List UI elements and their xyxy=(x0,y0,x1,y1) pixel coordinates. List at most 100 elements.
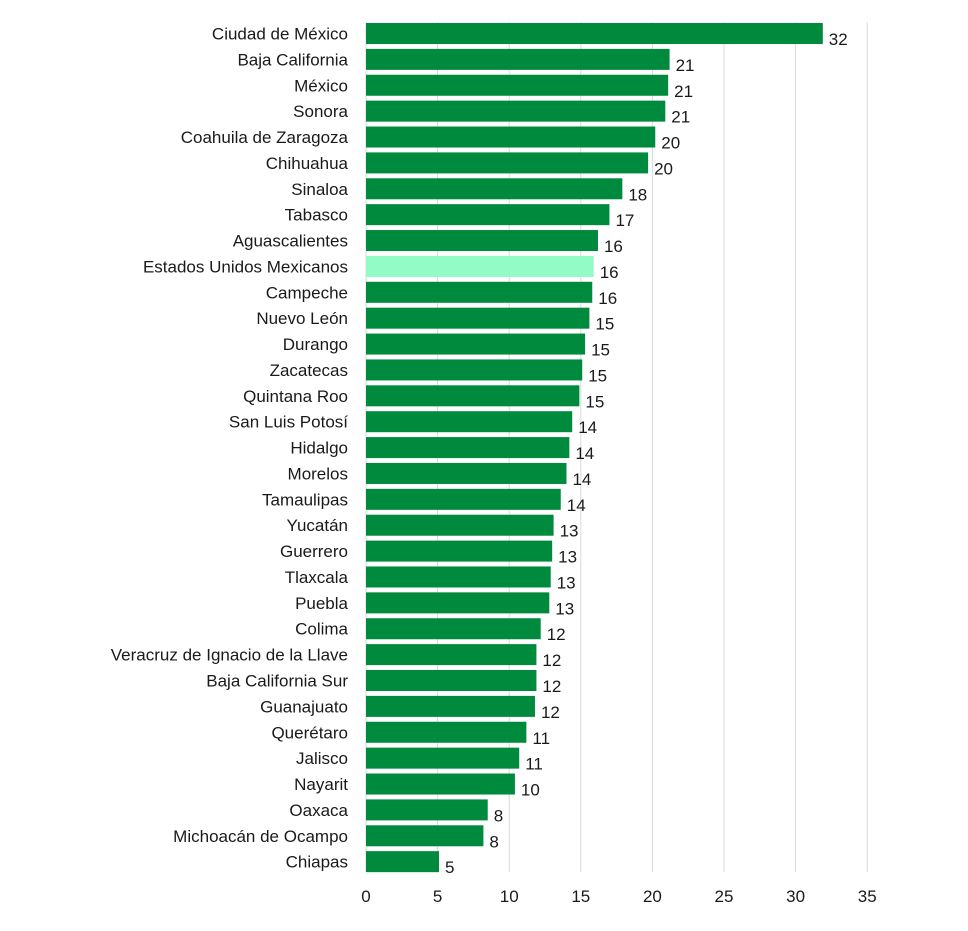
bar xyxy=(366,385,580,407)
data-label: 14 xyxy=(575,444,594,463)
bar xyxy=(366,307,590,329)
data-label: 11 xyxy=(532,729,550,748)
bar xyxy=(366,721,527,743)
category-label: Baja California xyxy=(237,50,348,69)
data-label: 13 xyxy=(560,522,579,541)
category-label: Ciudad de México xyxy=(212,25,348,44)
data-label: 14 xyxy=(578,418,597,437)
category-label: Chihuahua xyxy=(266,154,349,173)
x-tick-label: 25 xyxy=(715,887,734,906)
bar xyxy=(366,281,593,303)
data-label: 13 xyxy=(557,573,576,592)
category-label: Estados Unidos Mexicanos xyxy=(143,257,348,276)
data-label: 8 xyxy=(494,806,503,825)
category-label: Campeche xyxy=(266,283,348,302)
category-label: Guanajuato xyxy=(260,697,348,716)
x-tick-label: 10 xyxy=(500,887,519,906)
bar xyxy=(366,540,553,562)
data-label: 11 xyxy=(525,755,543,774)
bar xyxy=(366,178,623,200)
data-label: 16 xyxy=(604,237,623,256)
x-axis-ticks: 0 5 10 15 20 25 30 35 xyxy=(361,887,876,906)
category-label: Sonora xyxy=(293,102,348,121)
bar xyxy=(366,747,520,769)
bar-highlight xyxy=(366,255,594,277)
data-label: 12 xyxy=(542,651,561,670)
category-label: Aguascalientes xyxy=(233,232,348,251)
data-label: 21 xyxy=(676,56,695,75)
bar xyxy=(366,618,541,640)
category-label: Chiapas xyxy=(286,853,348,872)
data-label: 15 xyxy=(588,366,607,385)
x-tick-label: 20 xyxy=(643,887,662,906)
data-label: 10 xyxy=(521,781,540,800)
data-label: 32 xyxy=(829,30,848,49)
bar xyxy=(366,411,573,433)
bar xyxy=(366,799,488,821)
bar xyxy=(366,644,537,666)
category-label: Tabasco xyxy=(285,206,348,225)
category-label: Colima xyxy=(295,620,348,639)
data-label: 8 xyxy=(489,832,498,851)
category-label: Baja California Sur xyxy=(206,672,348,691)
data-label: 15 xyxy=(595,315,614,334)
bar xyxy=(366,333,586,355)
category-label: Oaxaca xyxy=(289,801,348,820)
x-tick-label: 30 xyxy=(786,887,805,906)
data-label: 17 xyxy=(615,211,634,230)
bar xyxy=(366,825,484,847)
data-label: 18 xyxy=(628,185,647,204)
data-label: 14 xyxy=(572,470,591,489)
category-label: Nayarit xyxy=(294,775,348,794)
bar xyxy=(366,152,649,174)
category-labels: Ciudad de México Baja California México Son… xyxy=(111,25,349,872)
data-label: 16 xyxy=(600,263,619,282)
bar xyxy=(366,230,598,252)
data-label: 20 xyxy=(661,134,680,153)
bar xyxy=(366,851,440,873)
category-label: Hidalgo xyxy=(290,439,348,458)
bar xyxy=(366,359,583,381)
data-label: 15 xyxy=(591,341,610,360)
data-label: 21 xyxy=(674,82,693,101)
bar xyxy=(366,74,669,96)
bar xyxy=(366,23,823,44)
category-label: México xyxy=(294,76,348,95)
category-label: Yucatán xyxy=(287,516,348,535)
category-label: Guerrero xyxy=(280,542,348,561)
category-label: Coahuila de Zaragoza xyxy=(181,128,349,147)
bar xyxy=(366,514,554,536)
bar xyxy=(366,100,666,122)
bar xyxy=(366,566,551,588)
category-label: Michoacán de Ocampo xyxy=(173,827,348,846)
category-label: Zacatecas xyxy=(270,361,348,380)
data-label: 15 xyxy=(585,392,604,411)
data-label: 12 xyxy=(541,703,560,722)
data-label: 5 xyxy=(445,858,454,877)
bar xyxy=(366,437,570,459)
x-tick-label: 0 xyxy=(361,887,370,906)
data-label: 20 xyxy=(654,159,673,178)
category-label: Jalisco xyxy=(296,749,348,768)
category-label: Nuevo León xyxy=(256,309,348,328)
data-label: 21 xyxy=(671,108,690,127)
category-label: Morelos xyxy=(288,464,348,483)
category-label: Sinaloa xyxy=(291,180,348,199)
bar xyxy=(366,695,535,717)
category-label: Querétaro xyxy=(271,723,348,742)
data-label: 14 xyxy=(567,496,586,515)
data-label: 13 xyxy=(555,599,574,618)
category-label: Tamaulipas xyxy=(262,490,348,509)
x-tick-label: 15 xyxy=(571,887,590,906)
category-label: San Luis Potosí xyxy=(229,413,348,432)
bar xyxy=(366,462,567,484)
bar xyxy=(366,48,670,70)
bar xyxy=(366,670,537,691)
category-label: Durango xyxy=(283,335,348,354)
category-label: Veracruz de Ignacio de la Llave xyxy=(111,646,348,665)
data-label: 13 xyxy=(558,548,577,567)
bar xyxy=(366,126,656,148)
bar xyxy=(366,488,561,510)
